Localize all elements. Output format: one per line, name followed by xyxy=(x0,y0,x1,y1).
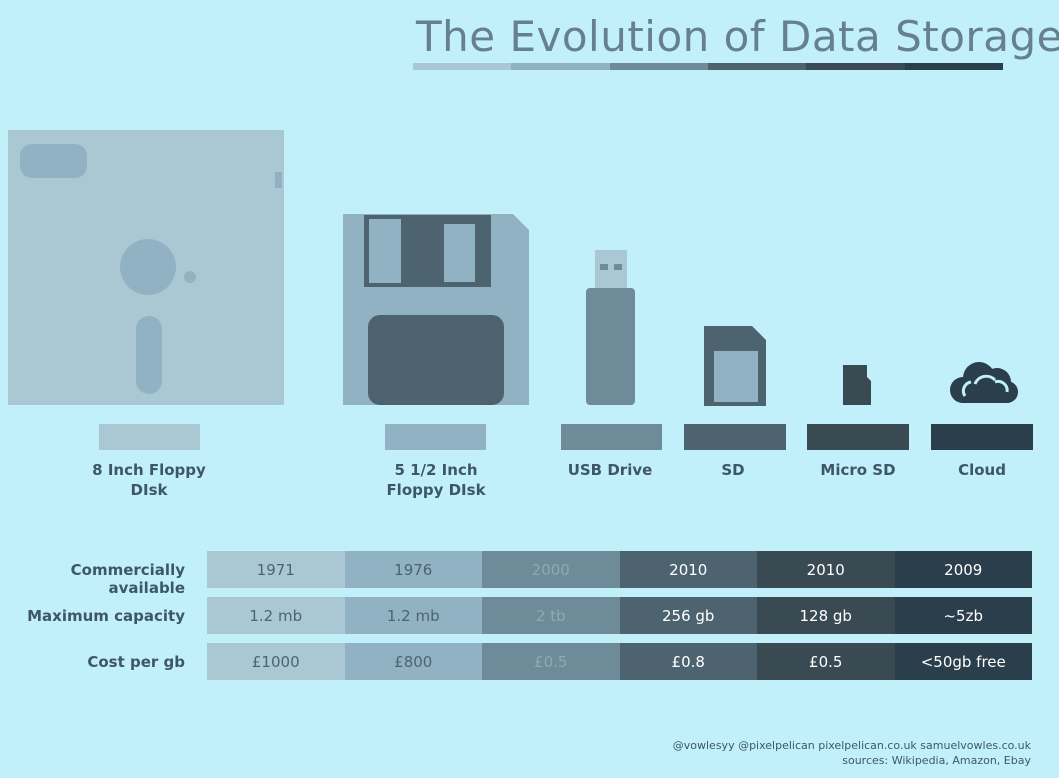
table-cell: ~5zb xyxy=(894,597,1032,634)
table-cell: <50gb free xyxy=(894,643,1032,680)
table-cell: 1.2 mb xyxy=(344,597,482,634)
table-row-cost: £1000 £800 £0.5 £0.8 £0.5 <50gb free xyxy=(207,643,1032,680)
table-cell: 256 gb xyxy=(619,597,757,634)
micro-sd-icon xyxy=(843,365,871,405)
title-underline xyxy=(413,63,1003,70)
table-cell: 1.2 mb xyxy=(207,597,345,634)
sd-card-icon xyxy=(704,326,766,406)
credits: @vowlesyy @pixelpelican pixelpelican.co.… xyxy=(673,738,1031,768)
table-cell: 1971 xyxy=(207,551,345,588)
credits-line2: sources: Wikipedia, Amazon, Ebay xyxy=(842,754,1031,767)
table-cell: 2009 xyxy=(894,551,1032,588)
device-label-sd: SD xyxy=(721,461,745,479)
device-label-8inch: 8 Inch Floppy DIsk xyxy=(59,460,239,500)
floppy-5in-icon xyxy=(343,214,529,405)
page-title: The Evolution of Data Storage xyxy=(416,12,1059,61)
device-bar-microsd xyxy=(807,424,909,450)
device-bar-5inch xyxy=(385,424,486,450)
table-cell: 2 tb xyxy=(482,597,620,634)
device-bar-cloud xyxy=(931,424,1033,450)
device-label-8inch-line1: 8 Inch Floppy xyxy=(92,461,206,479)
table-row-capacity: 1.2 mb 1.2 mb 2 tb 256 gb 128 gb ~5zb xyxy=(207,597,1032,634)
row-label-capacity: Maximum capacity xyxy=(27,607,185,625)
usb-drive-icon xyxy=(586,250,635,405)
row-label-available: Commercially available xyxy=(70,561,185,597)
table-cell: 128 gb xyxy=(757,597,895,634)
credits-line1: @vowlesyy @pixelpelican pixelpelican.co.… xyxy=(672,739,1031,752)
table-cell: £800 xyxy=(344,643,482,680)
device-label-5inch-line1: 5 1/2 Inch xyxy=(394,461,478,479)
device-bar-usb xyxy=(561,424,662,450)
device-label-cloud: Cloud xyxy=(958,461,1006,479)
table-cell: 2000 xyxy=(482,551,620,588)
table-cell: 1976 xyxy=(344,551,482,588)
device-label-5inch-line2: Floppy DIsk xyxy=(386,481,486,499)
table-cell: 2010 xyxy=(619,551,757,588)
table-cell: £0.5 xyxy=(757,643,895,680)
device-label-microsd: Micro SD xyxy=(820,461,896,479)
device-bar-8inch xyxy=(99,424,200,450)
table-cell: £0.8 xyxy=(619,643,757,680)
table-cell: £0.5 xyxy=(482,643,620,680)
floppy-8in-icon xyxy=(8,130,284,405)
device-bar-sd xyxy=(684,424,786,450)
cloud-icon xyxy=(950,362,1018,403)
table-row-available: 1971 1976 2000 2010 2010 2009 xyxy=(207,551,1032,588)
table-cell: 2010 xyxy=(757,551,895,588)
device-label-5inch: 5 1/2 Inch Floppy DIsk xyxy=(346,460,526,500)
row-label-cost: Cost per gb xyxy=(87,653,185,671)
device-label-8inch-line2: DIsk xyxy=(130,481,168,499)
table-cell: £1000 xyxy=(207,643,345,680)
device-label-usb: USB Drive xyxy=(567,461,653,479)
